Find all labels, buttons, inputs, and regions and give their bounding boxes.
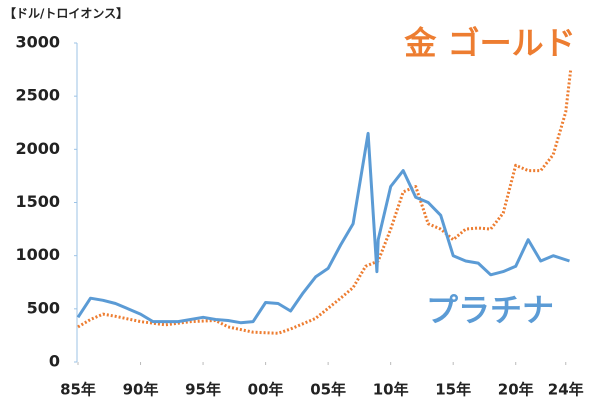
- x-tick-label: 85年: [60, 381, 96, 399]
- x-tick-label: 05年: [310, 381, 346, 399]
- y-tick-label: 2500: [15, 86, 60, 105]
- series-label: プラチナ: [426, 291, 554, 329]
- y-axis-unit: 【ドル/トロイオンス】: [4, 6, 128, 21]
- y-tick-label: 3000: [15, 33, 60, 52]
- x-tick-label: 20年: [498, 381, 534, 399]
- y-tick-label: 2000: [15, 139, 60, 158]
- series-line: [76, 131, 570, 325]
- y-tick-label: 1500: [15, 192, 60, 211]
- y-tick-label: 0: [49, 352, 60, 371]
- x-tick-label: 10年: [373, 381, 409, 399]
- x-tick-label: 00年: [248, 381, 284, 399]
- x-tick-label: 24年: [548, 381, 584, 399]
- series-label: 金 ゴールド: [403, 24, 575, 62]
- x-tick-label: 90年: [123, 381, 159, 399]
- x-tick-label: 95年: [185, 381, 221, 399]
- y-tick-label: 500: [27, 298, 60, 317]
- y-tick-label: 1000: [15, 245, 60, 264]
- x-tick-label: 15年: [435, 381, 471, 399]
